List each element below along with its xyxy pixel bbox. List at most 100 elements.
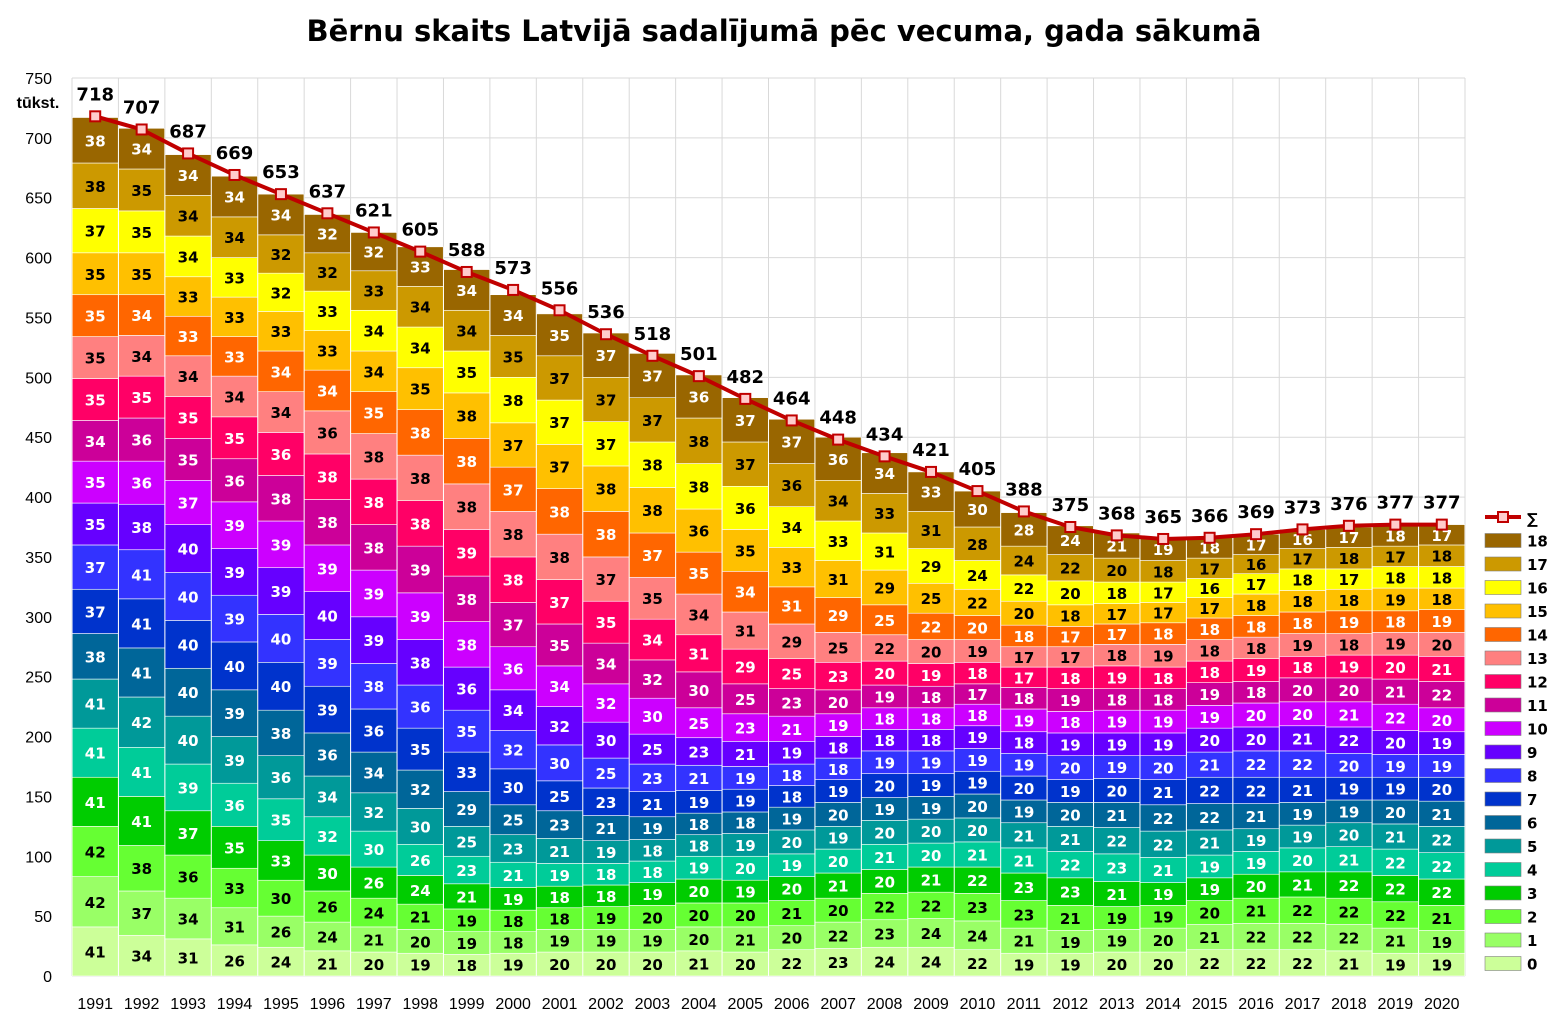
segment-data-label: 20 xyxy=(410,933,431,951)
segment-data-label: 24 xyxy=(921,954,942,972)
segment-data-label: 20 xyxy=(1385,804,1406,822)
segment-data-label: 33 xyxy=(271,323,292,341)
total-data-label: 405 xyxy=(959,459,997,480)
segment-data-label: 37 xyxy=(549,594,570,612)
total-data-label: 434 xyxy=(866,424,904,445)
segment-data-label: 18 xyxy=(1431,569,1452,587)
bar-segment xyxy=(1093,802,1141,828)
segment-data-label: 39 xyxy=(224,705,245,723)
x-tick-label: 1991 xyxy=(77,996,113,1013)
total-data-label: 368 xyxy=(1098,503,1136,524)
segment-data-label: 21 xyxy=(874,849,895,867)
bar-segment xyxy=(1000,872,1048,901)
bar-segment xyxy=(1418,800,1466,827)
totals-marker xyxy=(971,485,984,498)
segment-data-label: 20 xyxy=(1153,760,1174,778)
bar-segment xyxy=(118,845,165,892)
bar-segment xyxy=(211,216,258,258)
bar-segment xyxy=(211,782,258,827)
segment-data-label: 18 xyxy=(1385,569,1406,587)
segment-data-label: 37 xyxy=(735,412,756,430)
bar-segment xyxy=(629,697,676,735)
segment-data-label: 19 xyxy=(1153,541,1174,559)
segment-data-label: 24 xyxy=(967,927,988,945)
segment-data-label: 37 xyxy=(503,437,524,455)
bar-segment xyxy=(396,409,444,456)
segment-data-label: 19 xyxy=(1153,886,1174,904)
legend-label: 1 xyxy=(1527,932,1537,950)
x-tick-label: 2000 xyxy=(495,996,531,1013)
segment-data-label: 20 xyxy=(1153,956,1174,974)
bar-segment xyxy=(211,416,258,460)
bar-segment xyxy=(211,548,258,596)
bar-segment xyxy=(211,257,258,298)
segment-data-label: 21 xyxy=(1013,933,1034,951)
bar-segment xyxy=(629,763,676,792)
segment-data-label: 29 xyxy=(828,607,849,625)
segment-data-label: 24 xyxy=(363,905,384,923)
x-tick-label: 2007 xyxy=(820,996,856,1013)
bar-segment xyxy=(257,798,305,842)
segment-data-label: 36 xyxy=(735,500,756,518)
segment-data-label: 39 xyxy=(317,655,338,673)
bar-segment xyxy=(118,796,165,846)
bar-segment xyxy=(396,875,444,905)
bar-segment xyxy=(350,708,398,753)
segment-data-label: 35 xyxy=(735,542,756,560)
segment-data-label: 21 xyxy=(503,867,524,885)
totals-marker xyxy=(507,283,520,296)
legend-swatch xyxy=(1484,580,1522,595)
bar-segment xyxy=(907,548,955,584)
segment-data-label: 23 xyxy=(781,694,802,712)
total-data-label: 621 xyxy=(355,200,393,221)
legend-label: ∑ xyxy=(1527,510,1538,528)
segment-data-label: 26 xyxy=(224,952,245,970)
legend-swatch xyxy=(1484,838,1522,854)
legend-swatch xyxy=(1484,721,1522,736)
segment-data-label: 22 xyxy=(1106,833,1127,851)
segment-data-label: 36 xyxy=(317,746,338,764)
bar-segment xyxy=(71,162,119,209)
x-tick-label: 2010 xyxy=(960,996,996,1013)
x-tick-label: 2011 xyxy=(1007,996,1042,1013)
segment-data-label: 22 xyxy=(1431,884,1452,902)
segment-data-label: 23 xyxy=(967,899,988,917)
bar-segment xyxy=(814,948,862,977)
bar-segment xyxy=(954,560,1001,590)
segment-data-label: 20 xyxy=(828,694,849,712)
bar-segment xyxy=(675,671,723,709)
segment-data-label: 32 xyxy=(271,246,292,264)
segment-data-label: 22 xyxy=(874,899,895,917)
y-tick-label: 550 xyxy=(25,310,52,327)
bar-segment xyxy=(350,751,398,794)
segment-data-label: 22 xyxy=(1060,857,1081,875)
segment-data-label: 20 xyxy=(1013,780,1034,798)
segment-data-label: 29 xyxy=(456,801,477,819)
segment-data-label: 19 xyxy=(967,729,988,747)
segment-data-label: 19 xyxy=(1292,806,1313,824)
bar-segment xyxy=(118,598,165,649)
segment-data-label: 22 xyxy=(1292,928,1313,946)
segment-data-label: 17 xyxy=(1013,669,1034,687)
bar-segment xyxy=(164,763,212,812)
segment-data-label: 20 xyxy=(642,956,663,974)
segment-data-label: 21 xyxy=(1199,757,1220,775)
legend-label: 7 xyxy=(1527,791,1537,809)
legend-swatch xyxy=(1484,791,1522,807)
segment-data-label: 22 xyxy=(1246,928,1267,946)
bar-segment xyxy=(536,488,583,535)
segment-data-label: 34 xyxy=(642,632,663,650)
segment-data-label: 23 xyxy=(503,840,524,858)
bar-segment xyxy=(350,350,398,393)
bar-segment xyxy=(257,755,305,800)
segment-data-label: 39 xyxy=(224,564,245,582)
segment-data-label: 18 xyxy=(921,689,942,707)
totals-marker xyxy=(1296,523,1309,536)
segment-data-label: 20 xyxy=(874,873,895,891)
bar-segment xyxy=(257,350,305,393)
segment-data-label: 19 xyxy=(1246,855,1267,873)
segment-data-label: 36 xyxy=(224,472,245,490)
segment-data-label: 18 xyxy=(1292,572,1313,590)
x-tick-label: 1992 xyxy=(124,996,160,1013)
bar-segment xyxy=(1139,857,1187,883)
